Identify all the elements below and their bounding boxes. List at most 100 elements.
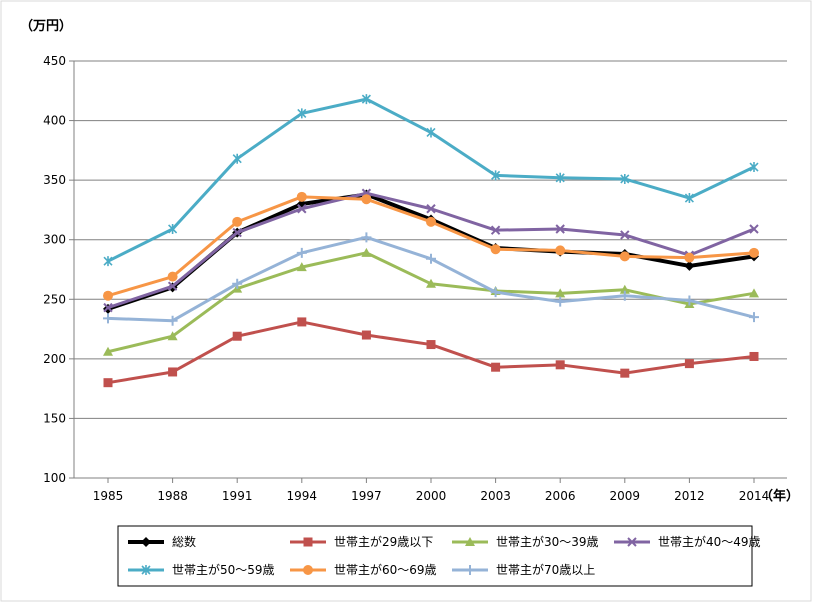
data-point	[232, 216, 243, 227]
legend-marker	[303, 565, 313, 575]
data-point	[103, 290, 113, 301]
data-point	[168, 223, 178, 234]
data-point	[684, 295, 695, 306]
data-point	[490, 287, 501, 298]
legend-item: 世帯主が30～39歳	[452, 534, 599, 549]
data-point	[297, 204, 307, 214]
y-tick-label: 200	[43, 352, 66, 366]
data-point	[232, 227, 242, 238]
data-point	[620, 230, 630, 240]
x-tick-label: 2006	[545, 489, 576, 503]
axes	[69, 60, 787, 483]
data-point	[361, 247, 372, 257]
data-point	[426, 127, 436, 138]
legend-item: 総数	[128, 534, 196, 549]
y-tick-label: 150	[43, 411, 66, 425]
data-point	[749, 351, 759, 361]
data-point	[167, 281, 178, 291]
legend-label: 世帯主が30～39歳	[496, 534, 599, 549]
legend-label: 世帯主が40～49歳	[658, 534, 761, 549]
x-tick-label: 1997	[351, 489, 382, 503]
data-point	[555, 224, 565, 234]
legend-marker	[465, 565, 475, 575]
y-tick-label: 350	[43, 173, 66, 187]
y-tick-label: 250	[43, 292, 66, 306]
data-point	[749, 312, 759, 323]
data-point	[426, 204, 436, 214]
series-6	[103, 232, 759, 326]
data-point	[168, 367, 178, 377]
data-point	[684, 359, 694, 369]
legend-marker	[303, 537, 313, 547]
data-point	[749, 162, 759, 173]
data-point	[167, 331, 178, 341]
data-point	[490, 225, 501, 235]
data-point	[297, 317, 307, 327]
data-point	[684, 252, 695, 263]
series-4	[103, 94, 759, 267]
legend: 総数 世帯主が29歳以下 世帯主が30～39歳 世帯主が40～49歳世帯主が50～59…	[128, 534, 761, 577]
legend-marker	[627, 537, 637, 547]
x-unit-label: （年）	[760, 488, 799, 504]
data-point	[491, 170, 501, 181]
data-point	[490, 244, 501, 255]
series-5	[103, 191, 759, 301]
data-point	[232, 331, 242, 341]
data-point	[684, 193, 694, 204]
data-point	[619, 251, 630, 262]
data-point	[361, 330, 371, 340]
legend-marker	[141, 537, 151, 547]
x-tick-label: 2000	[416, 489, 447, 503]
series-1	[103, 317, 759, 388]
data-point	[555, 288, 566, 298]
data-point	[167, 315, 178, 326]
legend-label: 総数	[172, 534, 196, 549]
legend-item: 世帯主が70歳以上	[452, 562, 595, 577]
y-tick-labels: 100 150 200 250 300 350 400 450	[43, 54, 66, 485]
data-point	[684, 260, 695, 271]
x-tick-labels: 1985 1988 1991 1994 1997 2000 2003 2006 2009 2012…	[93, 489, 770, 503]
series-lines	[103, 94, 759, 388]
legend-item: 世帯主が60～69歳	[290, 562, 437, 577]
data-point	[296, 247, 307, 258]
x-tick-label: 2003	[480, 489, 511, 503]
data-point	[426, 253, 436, 264]
legend-label: 世帯主が60～69歳	[334, 562, 437, 577]
data-point	[297, 108, 307, 119]
data-point	[103, 313, 113, 324]
data-point	[749, 247, 759, 258]
y-tick-label: 300	[43, 233, 66, 247]
data-point	[619, 284, 630, 294]
series-2	[103, 247, 759, 356]
data-point	[555, 360, 565, 370]
legend-marker	[465, 537, 475, 546]
data-point	[167, 271, 178, 282]
data-point	[555, 172, 565, 183]
legend-item: 世帯主が29歳以下	[290, 534, 433, 549]
data-point	[361, 232, 372, 243]
x-tick-label: 1991	[222, 489, 253, 503]
data-point	[103, 256, 113, 267]
legend-label: 世帯主が29歳以下	[334, 534, 433, 549]
y-tick-label: 400	[43, 114, 66, 128]
data-point	[620, 173, 630, 184]
series-3	[103, 188, 759, 313]
x-tick-label: 1985	[93, 489, 124, 503]
data-point	[232, 278, 243, 289]
data-point	[103, 378, 113, 388]
y-tick-label: 100	[43, 471, 66, 485]
data-point	[361, 94, 371, 105]
data-point	[103, 346, 113, 356]
data-point	[296, 262, 307, 272]
legend-box	[117, 525, 753, 587]
data-point	[361, 194, 372, 205]
data-point	[555, 296, 566, 307]
legend-item: 世帯主が40～49歳	[614, 534, 761, 549]
data-point	[232, 153, 242, 164]
data-point	[103, 302, 113, 313]
data-point	[749, 224, 759, 234]
data-point	[555, 245, 566, 256]
x-tick-label: 2012	[674, 489, 705, 503]
legend-marker	[141, 565, 151, 575]
